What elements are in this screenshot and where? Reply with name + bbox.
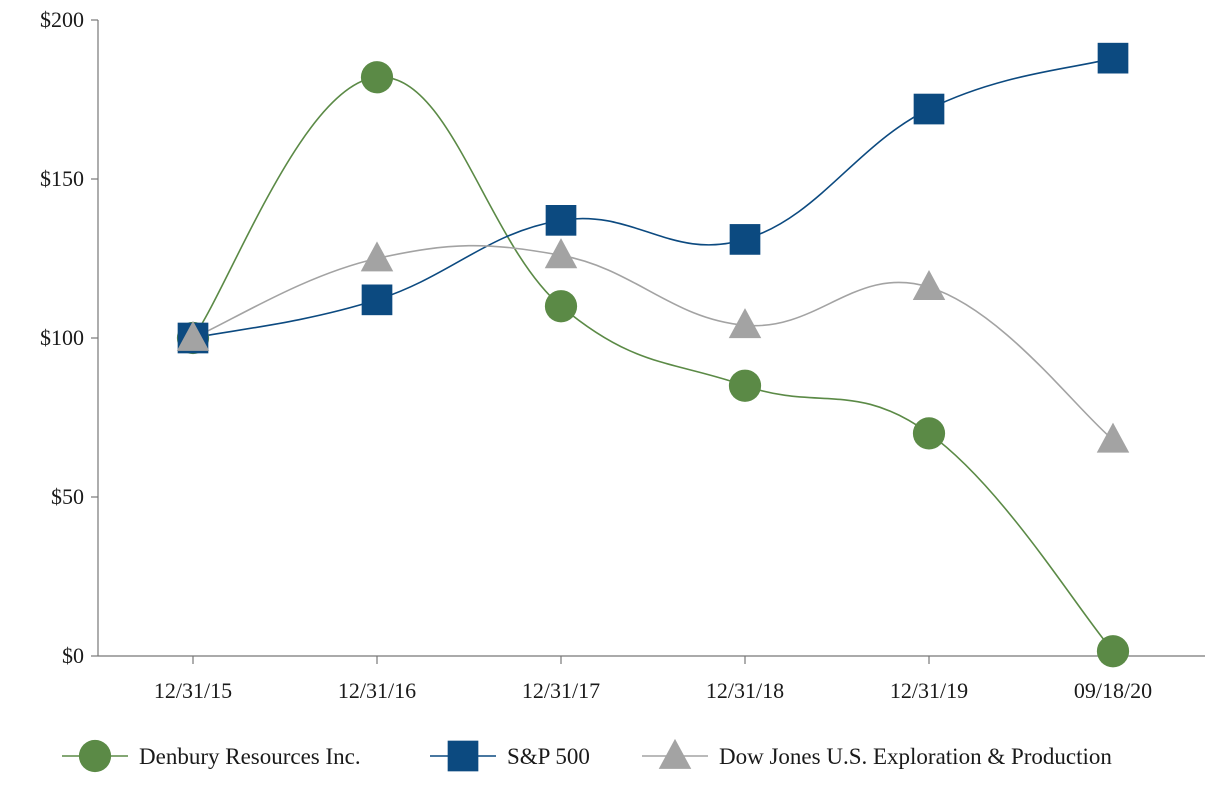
y-tick-label: $50 bbox=[51, 484, 84, 509]
x-tick-label: 12/31/18 bbox=[706, 678, 784, 703]
axes: $0 $50 $100 $150 $200 12/31/15 12/31/16 12/31/1… bbox=[40, 7, 1205, 703]
series-lines bbox=[192, 57, 1114, 652]
x-tick-label: 12/31/17 bbox=[522, 678, 600, 703]
data-point-circle bbox=[360, 61, 394, 94]
data-point-triangle bbox=[1096, 422, 1130, 453]
legend-item: Denbury Resources Inc. bbox=[62, 739, 361, 773]
data-point-circle bbox=[728, 369, 762, 402]
x-tick-label: 09/18/20 bbox=[1074, 678, 1152, 703]
legend-item: Dow Jones U.S. Exploration & Production bbox=[642, 738, 1112, 769]
y-tick-label: $100 bbox=[40, 325, 84, 350]
legend-marker-circle bbox=[78, 739, 112, 773]
legend-label: Dow Jones U.S. Exploration & Production bbox=[719, 744, 1112, 769]
data-point-triangle bbox=[912, 269, 946, 300]
data-point-circle bbox=[912, 417, 946, 450]
y-tick-label: $0 bbox=[62, 643, 84, 668]
legend-item: S&P 500 bbox=[430, 740, 590, 772]
data-point-circle bbox=[544, 290, 578, 323]
series-line-circle bbox=[192, 76, 1114, 652]
x-tick-label: 12/31/15 bbox=[154, 678, 232, 703]
data-point-triangle bbox=[544, 238, 578, 269]
legend-label: S&P 500 bbox=[507, 744, 590, 769]
data-point-square bbox=[729, 224, 761, 255]
legend: Denbury Resources Inc. S&P 500 Dow Jones U… bbox=[62, 738, 1112, 773]
data-point-square bbox=[1097, 42, 1129, 74]
x-tick-label: 12/31/19 bbox=[890, 678, 968, 703]
data-point-square bbox=[361, 284, 393, 316]
data-point-square bbox=[545, 205, 577, 236]
series-line-triangle bbox=[192, 244, 1114, 441]
data-point-triangle bbox=[728, 308, 762, 339]
data-point-square bbox=[913, 93, 945, 125]
y-tick-label: $150 bbox=[40, 166, 84, 191]
series-markers bbox=[176, 42, 1130, 668]
legend-label: Denbury Resources Inc. bbox=[139, 744, 361, 769]
series-line-square bbox=[192, 57, 1114, 339]
legend-marker-square bbox=[447, 740, 479, 772]
data-point-triangle bbox=[360, 241, 394, 272]
legend-marker-triangle bbox=[658, 738, 692, 769]
data-point-triangle bbox=[176, 320, 210, 351]
x-tick-label: 12/31/16 bbox=[338, 678, 416, 703]
y-tick-label: $200 bbox=[40, 7, 84, 32]
data-point-circle bbox=[1096, 635, 1130, 668]
